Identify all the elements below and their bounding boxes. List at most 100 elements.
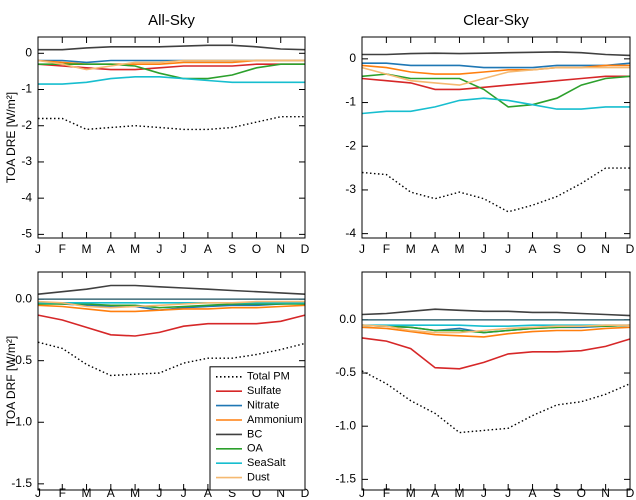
x-tick-label: S (228, 242, 236, 256)
plot-frame (361, 36, 631, 239)
y-tick-label: -1 (345, 95, 356, 109)
y-tick-label: -3 (345, 182, 356, 196)
y-axis-label: TOA DRF [W/m²] (4, 336, 18, 426)
panel-title: All-Sky (148, 12, 195, 29)
x-tick-label: A (529, 486, 537, 500)
y-tick-label: -1.5 (11, 476, 32, 490)
series-line (361, 308, 631, 317)
y-tick-label: 0.0 (15, 291, 32, 305)
series-line (361, 75, 630, 91)
legend-label: Ammonium (247, 414, 303, 426)
series-line (361, 64, 630, 75)
x-tick-label: S (228, 486, 236, 500)
x-tick-label: S (553, 486, 561, 500)
legend-label: SeaSalt (247, 457, 286, 469)
y-axis-label: TOA DRE [W/m²] (4, 92, 18, 183)
x-tick-label: M (454, 486, 464, 500)
x-tick-label: J (359, 242, 365, 256)
y-tick-label: 0 (25, 45, 32, 59)
series-line (37, 59, 305, 71)
x-tick-label: J (505, 486, 511, 500)
x-tick-label: N (276, 242, 285, 256)
x-tick-label: F (59, 486, 66, 500)
x-tick-label: O (252, 242, 261, 256)
series-line (38, 63, 305, 80)
legend-label: Dust (247, 472, 270, 484)
x-tick-label: M (130, 242, 140, 256)
x-tick-label: J (505, 242, 511, 256)
x-tick-label: J (156, 242, 162, 256)
legend-label: Total PM (247, 371, 290, 383)
series-line (37, 341, 306, 377)
series-line (37, 304, 306, 313)
x-tick-label: O (577, 242, 586, 256)
series-line (38, 116, 305, 131)
panel-title: Clear-Sky (463, 12, 529, 29)
x-tick-label: D (626, 486, 635, 500)
y-tick-label: 0 (349, 51, 356, 65)
x-tick-label: D (301, 486, 310, 500)
x-tick-label: J (156, 486, 162, 500)
series-line (38, 303, 305, 309)
x-tick-label: J (359, 486, 365, 500)
x-tick-label: A (529, 242, 537, 256)
x-tick-label: M (82, 486, 92, 500)
y-tick-label: -1.5 (335, 472, 356, 486)
x-tick-label: J (35, 486, 41, 500)
plot-frame (37, 36, 306, 239)
y-tick-label: -0.5 (11, 353, 32, 367)
x-tick-label: S (553, 242, 561, 256)
x-tick-label: N (276, 486, 285, 500)
x-tick-label: J (181, 486, 187, 500)
series-line (37, 63, 305, 71)
y-tick-label: -4 (21, 190, 32, 204)
x-tick-label: A (431, 486, 439, 500)
series-line (361, 73, 631, 108)
series-line (362, 62, 631, 69)
x-tick-label: F (383, 242, 390, 256)
x-tick-label: M (406, 242, 416, 256)
y-tick-label: -0.5 (335, 365, 356, 379)
plot-frame (361, 271, 631, 491)
y-tick-label: -2 (345, 138, 356, 152)
legend-label: Sulfate (247, 385, 281, 397)
legend-label: OA (247, 443, 264, 455)
series-line (38, 44, 306, 51)
x-tick-label: A (107, 242, 115, 256)
series-line (361, 97, 630, 115)
x-tick-label: J (481, 242, 487, 256)
y-tick-label: -1 (21, 82, 32, 96)
series-line (361, 324, 630, 334)
series-line (362, 51, 631, 57)
x-tick-label: A (204, 486, 212, 500)
x-tick-label: D (626, 242, 635, 256)
x-tick-label: O (252, 486, 261, 500)
series-line (37, 300, 305, 309)
series-line (37, 284, 306, 295)
legend-box (209, 366, 306, 491)
y-tick-label: -3 (21, 154, 32, 168)
series-line (38, 76, 305, 85)
x-tick-label: F (383, 486, 390, 500)
x-tick-label: J (181, 242, 187, 256)
x-tick-label: D (301, 242, 310, 256)
y-tick-label: -2 (21, 118, 32, 132)
series-line (362, 324, 630, 327)
x-tick-label: J (481, 486, 487, 500)
x-tick-label: M (406, 486, 416, 500)
x-tick-label: O (577, 486, 586, 500)
x-tick-label: A (204, 242, 212, 256)
legend-label: Nitrate (247, 400, 279, 412)
x-tick-label: A (107, 486, 115, 500)
series-line (361, 167, 630, 213)
x-tick-label: M (82, 242, 92, 256)
series-line (361, 326, 631, 338)
x-tick-label: A (431, 242, 439, 256)
series-line (37, 314, 306, 337)
series-line (361, 66, 630, 86)
y-tick-label: -1.0 (11, 414, 32, 428)
x-tick-label: F (59, 242, 66, 256)
y-tick-label: -4 (345, 226, 356, 240)
x-tick-label: M (454, 242, 464, 256)
